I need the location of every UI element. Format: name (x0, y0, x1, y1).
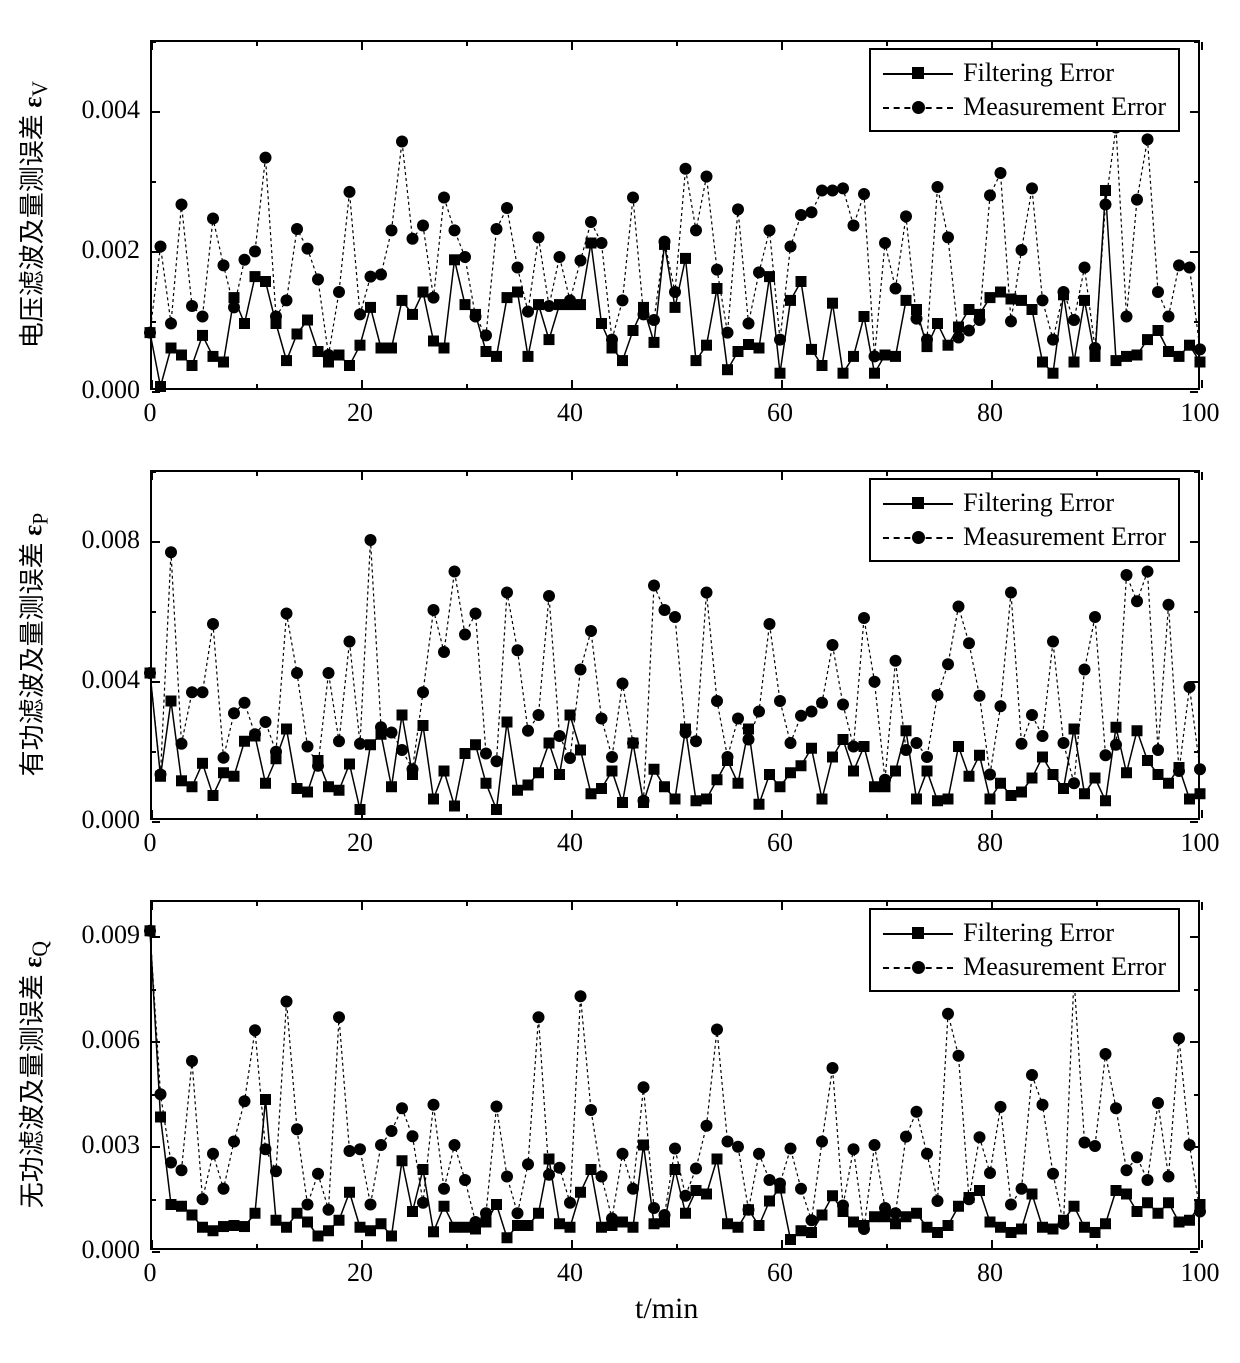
xtick-label: 40 (557, 398, 583, 428)
legend-entry: Measurement Error (883, 90, 1166, 124)
ytick-label: 0.002 (82, 235, 141, 265)
panel-V: 0.0000.0020.004020406080100Filtering Err… (150, 40, 1200, 390)
legend-entry: Filtering Error (883, 56, 1166, 90)
ytick-label: 0.004 (82, 665, 141, 695)
xtick-label: 60 (767, 1258, 793, 1288)
xtick-label: 0 (144, 1258, 157, 1288)
legend-entry: Filtering Error (883, 916, 1166, 950)
ytick-label: 0.000 (82, 805, 141, 835)
xtick-label: 40 (557, 1258, 583, 1288)
ytick-label: 0.004 (82, 95, 141, 125)
legend-label: Filtering Error (963, 918, 1114, 948)
ytick-label: 0.006 (82, 1025, 141, 1055)
xtick-label: 80 (977, 1258, 1003, 1288)
legend: Filtering Error Measurement Error (869, 908, 1180, 992)
legend-label: Filtering Error (963, 58, 1114, 88)
ylabel: 电压滤波及量测误差 εV (12, 81, 53, 348)
ytick-label: 0.009 (82, 920, 141, 950)
ytick-label: 0.003 (82, 1130, 141, 1160)
legend-entry: Measurement Error (883, 950, 1166, 984)
xtick-label: 20 (347, 828, 373, 858)
xtick-label: 100 (1181, 1258, 1220, 1288)
legend-label: Filtering Error (963, 488, 1114, 518)
xtick-label: 60 (767, 398, 793, 428)
error-comparison-figure: 0.000 0.002 0.004 0 20 40 60 80 100 Filtering Err… (0, 0, 1240, 1363)
ytick-label: 0.000 (82, 375, 141, 405)
xtick-label: 40 (557, 828, 583, 858)
legend-label: Measurement Error (963, 522, 1166, 552)
legend-label: Measurement Error (963, 92, 1166, 122)
ylabel: 无功滤波及量测误差 εQ (12, 941, 53, 1208)
xtick-label: 80 (977, 828, 1003, 858)
xtick-label: 100 (1181, 398, 1220, 428)
panel-Q: 0.0000.0030.0060.009020406080100Filterin… (150, 900, 1200, 1250)
panel-P: 0.0000.0040.008020406080100Filtering Err… (150, 470, 1200, 820)
legend-label: Measurement Error (963, 952, 1166, 982)
legend: Filtering Error Measurement Error (869, 48, 1180, 132)
xtick-label: 60 (767, 828, 793, 858)
ylabel: 有功滤波及量测误差 εP (12, 513, 53, 777)
xtick-label: 20 (347, 1258, 373, 1288)
legend-entry: Filtering Error (883, 486, 1166, 520)
ytick-label: 0.000 (82, 1235, 141, 1265)
xtick-label: 20 (347, 398, 373, 428)
xtick-label: 80 (977, 398, 1003, 428)
legend: Filtering Error Measurement Error (869, 478, 1180, 562)
ytick-label: 0.008 (82, 525, 141, 555)
legend-entry: Measurement Error (883, 520, 1166, 554)
xlabel: t/min (635, 1292, 698, 1326)
xtick-label: 100 (1181, 828, 1220, 858)
xtick-label: 0 (144, 828, 157, 858)
xtick-label: 0 (144, 398, 157, 428)
